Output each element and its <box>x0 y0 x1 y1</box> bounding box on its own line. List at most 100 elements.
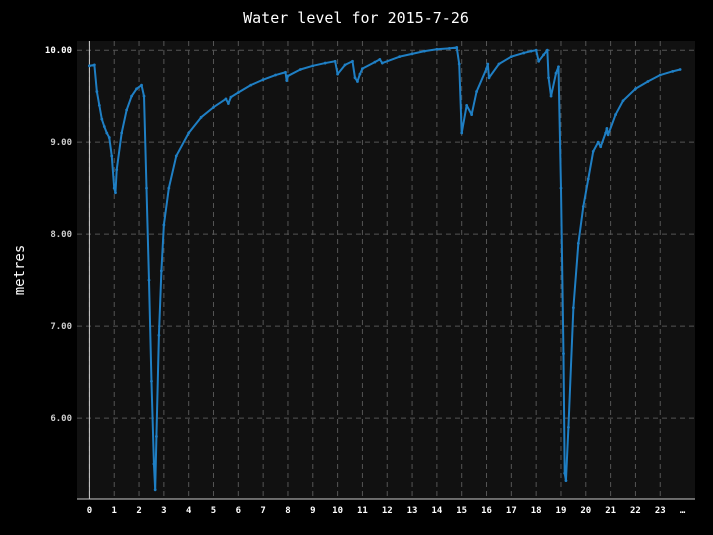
data-point <box>174 154 178 158</box>
data-point <box>529 49 533 53</box>
data-point <box>547 76 550 80</box>
data-point <box>571 306 575 310</box>
data-point <box>100 117 104 121</box>
data-point <box>522 51 526 55</box>
y-axis-label: metres <box>12 245 28 296</box>
x-tick-label: 21 <box>605 506 616 516</box>
data-point <box>614 113 617 116</box>
data-point <box>140 83 143 87</box>
data-point <box>95 90 99 93</box>
data-point <box>167 186 171 190</box>
data-point <box>671 69 675 73</box>
data-point <box>549 94 553 98</box>
data-point <box>435 47 439 51</box>
data-point <box>351 59 354 63</box>
data-point <box>487 76 491 80</box>
data-point <box>323 61 327 65</box>
data-point <box>564 479 568 483</box>
data-point <box>358 72 362 76</box>
data-point <box>88 64 91 68</box>
x-tick-label: 6 <box>236 506 241 516</box>
x-tick-label: 19 <box>556 506 567 516</box>
y-tick-label: 10.00 <box>45 46 72 56</box>
x-tick-label: … <box>680 506 686 516</box>
data-point <box>410 52 414 56</box>
data-point <box>212 105 215 109</box>
y-tick-label: 8.00 <box>50 230 72 240</box>
data-point <box>107 136 111 139</box>
data-point <box>373 60 377 64</box>
data-point <box>678 68 682 71</box>
data-point <box>605 126 609 130</box>
data-point <box>621 99 625 103</box>
x-tick-label: 8 <box>285 506 290 516</box>
data-point <box>261 78 265 82</box>
data-point <box>159 269 163 273</box>
data-point <box>455 46 459 49</box>
data-point <box>606 133 610 137</box>
x-tick-label: 13 <box>407 506 418 516</box>
data-point <box>634 87 637 91</box>
data-point <box>557 65 560 69</box>
data-point <box>105 131 109 135</box>
x-tick-label: 4 <box>186 506 192 516</box>
x-tick-label: 5 <box>211 506 216 516</box>
x-tick-label: 9 <box>310 506 315 516</box>
x-tick-label: 22 <box>630 506 641 516</box>
data-point <box>586 177 590 181</box>
data-point <box>142 94 146 98</box>
data-point <box>155 435 158 438</box>
data-point <box>460 131 464 135</box>
data-point <box>249 83 253 87</box>
data-point <box>554 71 558 75</box>
chart-title: Water level for 2015-7-26 <box>243 9 469 27</box>
data-point <box>591 149 595 153</box>
data-point <box>447 46 451 50</box>
data-point <box>110 154 114 158</box>
data-point <box>361 67 364 70</box>
data-point <box>646 80 650 83</box>
series-line <box>89 46 681 491</box>
x-tick-label: 7 <box>260 506 265 516</box>
data-point <box>542 53 545 57</box>
x-tick-label: 15 <box>456 506 467 516</box>
data-point <box>343 63 347 67</box>
x-tick-label: 2 <box>136 506 141 516</box>
data-point <box>236 91 240 94</box>
data-point <box>115 168 119 172</box>
data-point <box>353 76 357 80</box>
tick-labels: 0 1 2 3 4 5 6 7 8 9 10 11 12 13 14 15 16 17 18 19 20 21 22 23 …6… <box>45 46 686 516</box>
data-point <box>581 205 585 208</box>
axes <box>77 41 695 500</box>
data-point <box>596 140 600 144</box>
x-tick-label: 12 <box>382 506 393 516</box>
data-point <box>130 94 134 98</box>
data-point <box>545 48 549 52</box>
data-point <box>150 379 153 383</box>
data-point <box>286 74 290 78</box>
data-point <box>563 471 567 475</box>
data-point <box>567 425 570 429</box>
data-point <box>398 55 402 59</box>
plot-area <box>77 41 695 499</box>
data-point <box>311 64 315 68</box>
data-point <box>97 103 101 107</box>
data-point <box>284 70 287 74</box>
x-tick-label: 16 <box>481 506 492 516</box>
data-point <box>380 61 384 65</box>
data-point <box>457 62 461 66</box>
y-tick-label: 9.00 <box>50 138 72 148</box>
data-point <box>145 186 148 190</box>
data-point <box>497 62 501 66</box>
data-point <box>229 95 233 99</box>
data-point <box>562 352 565 356</box>
data-point <box>285 79 289 82</box>
data-point <box>470 113 474 116</box>
data-point <box>378 57 382 61</box>
data-point <box>486 62 490 66</box>
y-tick-label: 6.00 <box>50 414 72 424</box>
data-point <box>423 49 426 53</box>
x-tick-label: 20 <box>580 506 591 516</box>
x-tick-label: 1 <box>112 506 117 516</box>
data-point <box>599 145 603 149</box>
